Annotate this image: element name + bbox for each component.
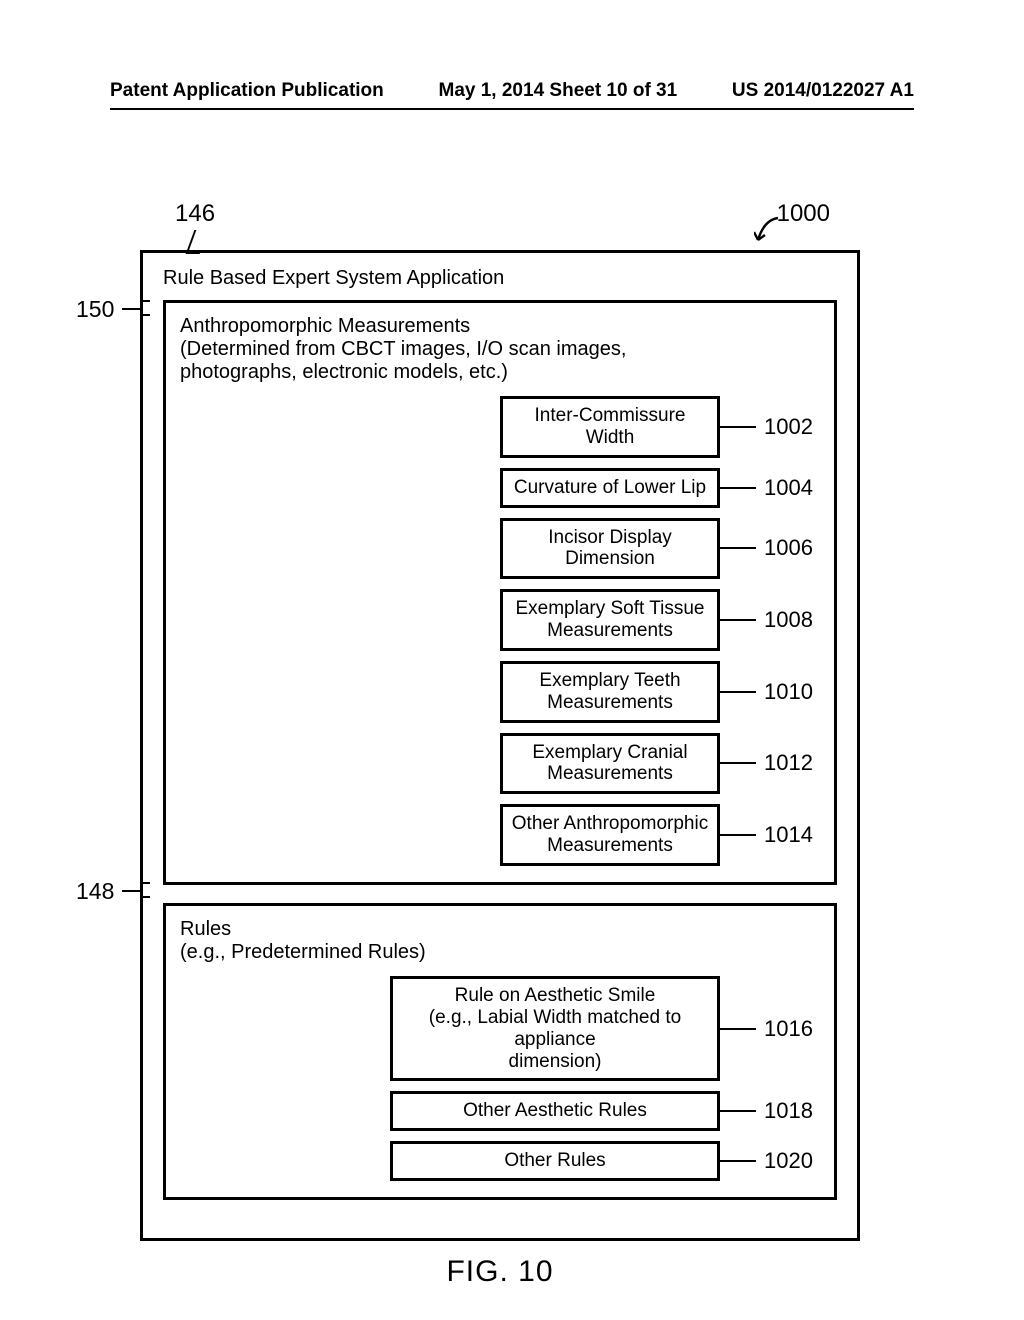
figure-container: 146 1000 150 148 Rule Based Expert Syste… xyxy=(140,200,860,1289)
page-header: Patent Application Publication May 1, 20… xyxy=(110,80,914,110)
ref-label: 1016 xyxy=(764,1016,820,1042)
figure-caption: FIG. 10 xyxy=(140,1255,860,1289)
ref-leader xyxy=(720,487,756,489)
item-box-line: Measurements xyxy=(547,763,673,785)
ref-146: 146 xyxy=(175,200,215,228)
ref-label: 1018 xyxy=(764,1098,820,1124)
page: Patent Application Publication May 1, 20… xyxy=(0,0,1024,1320)
item-box: Other Aesthetic Rules xyxy=(390,1091,720,1131)
section1-line2: (Determined from CBCT images, I/O scan i… xyxy=(180,338,820,361)
item-box: Inter-Commissure Width xyxy=(500,396,720,458)
ref-label: 1008 xyxy=(764,607,820,633)
item-box-line: Incisor Display Dimension xyxy=(511,527,709,571)
section2-line1: Rules xyxy=(180,918,820,941)
ref-leader xyxy=(720,762,756,764)
ref-label: 1002 xyxy=(764,414,820,440)
item-row: Rule on Aesthetic Smile(e.g., Labial Wid… xyxy=(180,976,820,1081)
section1-line1: Anthropomorphic Measurements xyxy=(180,315,820,338)
section1-line3: photographs, electronic models, etc.) xyxy=(180,361,820,384)
header-right: US 2014/0122027 A1 xyxy=(732,80,914,102)
item-box-line: Measurements xyxy=(547,835,673,857)
ref-150: 150 xyxy=(76,296,114,323)
item-row: Inter-Commissure Width 1002 xyxy=(180,396,820,458)
item-box-line: Other Anthropomorphic xyxy=(512,813,708,835)
item-box-line: Measurements xyxy=(547,620,673,642)
item-box-line: Exemplary Teeth xyxy=(539,670,680,692)
ref-148-leader xyxy=(122,890,140,892)
item-row: Incisor Display Dimension 1006 xyxy=(180,518,820,580)
ref-label: 1012 xyxy=(764,750,820,776)
ref-150-leader xyxy=(122,308,140,310)
top-refs: 146 1000 xyxy=(140,200,860,250)
item-box: Exemplary CranialMeasurements xyxy=(500,733,720,795)
ref-leader xyxy=(720,1160,756,1162)
item-box: Rule on Aesthetic Smile(e.g., Labial Wid… xyxy=(390,976,720,1081)
ref-leader xyxy=(720,834,756,836)
header-center: May 1, 2014 Sheet 10 of 31 xyxy=(439,80,678,102)
item-box-line: Rule on Aesthetic Smile xyxy=(455,985,656,1007)
item-row: Exemplary TeethMeasurements 1010 xyxy=(180,661,820,723)
ref-label: 1014 xyxy=(764,822,820,848)
item-box-line: Other Aesthetic Rules xyxy=(463,1100,647,1122)
item-box-line: (e.g., Labial Width matched to appliance xyxy=(401,1007,709,1051)
section1-items: Inter-Commissure Width 1002 Curvature of L… xyxy=(180,396,820,866)
header-left: Patent Application Publication xyxy=(110,80,384,102)
ref-leader xyxy=(720,1110,756,1112)
item-row: Other Aesthetic Rules 1018 xyxy=(180,1091,820,1131)
item-box: Other AnthropomorphicMeasurements xyxy=(500,804,720,866)
item-box: Exemplary Soft TissueMeasurements xyxy=(500,589,720,651)
item-row: Curvature of Lower Lip 1004 xyxy=(180,468,820,508)
ref-leader xyxy=(720,1028,756,1030)
ref-label: 1006 xyxy=(764,535,820,561)
ref-label: 1020 xyxy=(764,1148,820,1174)
item-box-line: Curvature of Lower Lip xyxy=(514,477,706,499)
ref-leader xyxy=(720,426,756,428)
item-row: Exemplary CranialMeasurements 1012 xyxy=(180,733,820,795)
ref-1000-arrow xyxy=(754,214,780,244)
section-rules: Rules (e.g., Predetermined Rules) Rule o… xyxy=(163,903,837,1200)
item-box-line: Other Rules xyxy=(504,1150,605,1172)
ref-leader xyxy=(720,619,756,621)
item-row: Other Rules 1020 xyxy=(180,1141,820,1181)
outer-title: Rule Based Expert System Application xyxy=(163,267,837,290)
item-row: Exemplary Soft TissueMeasurements 1008 xyxy=(180,589,820,651)
ref-1000: 1000 xyxy=(777,200,830,228)
item-box-line: Inter-Commissure Width xyxy=(511,405,709,449)
ref-label: 1004 xyxy=(764,475,820,501)
ref-leader xyxy=(720,547,756,549)
item-box: Incisor Display Dimension xyxy=(500,518,720,580)
outer-box: Rule Based Expert System Application Ant… xyxy=(140,250,860,1241)
section2-items: Rule on Aesthetic Smile(e.g., Labial Wid… xyxy=(180,976,820,1181)
section2-line2: (e.g., Predetermined Rules) xyxy=(180,941,820,964)
item-box-line: Exemplary Soft Tissue xyxy=(515,598,704,620)
ref-label: 1010 xyxy=(764,679,820,705)
item-box: Curvature of Lower Lip xyxy=(500,468,720,508)
item-box-line: Exemplary Cranial xyxy=(532,742,687,764)
item-box-line: dimension) xyxy=(509,1051,602,1073)
ref-leader xyxy=(720,691,756,693)
ref-148: 148 xyxy=(76,878,114,905)
item-row: Other AnthropomorphicMeasurements 1014 xyxy=(180,804,820,866)
section-measurements: Anthropomorphic Measurements (Determined… xyxy=(163,300,837,885)
item-box: Exemplary TeethMeasurements xyxy=(500,661,720,723)
item-box-line: Measurements xyxy=(547,692,673,714)
item-box: Other Rules xyxy=(390,1141,720,1181)
